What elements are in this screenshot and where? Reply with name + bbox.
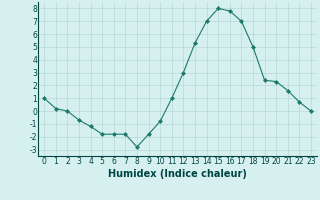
X-axis label: Humidex (Indice chaleur): Humidex (Indice chaleur) xyxy=(108,169,247,179)
